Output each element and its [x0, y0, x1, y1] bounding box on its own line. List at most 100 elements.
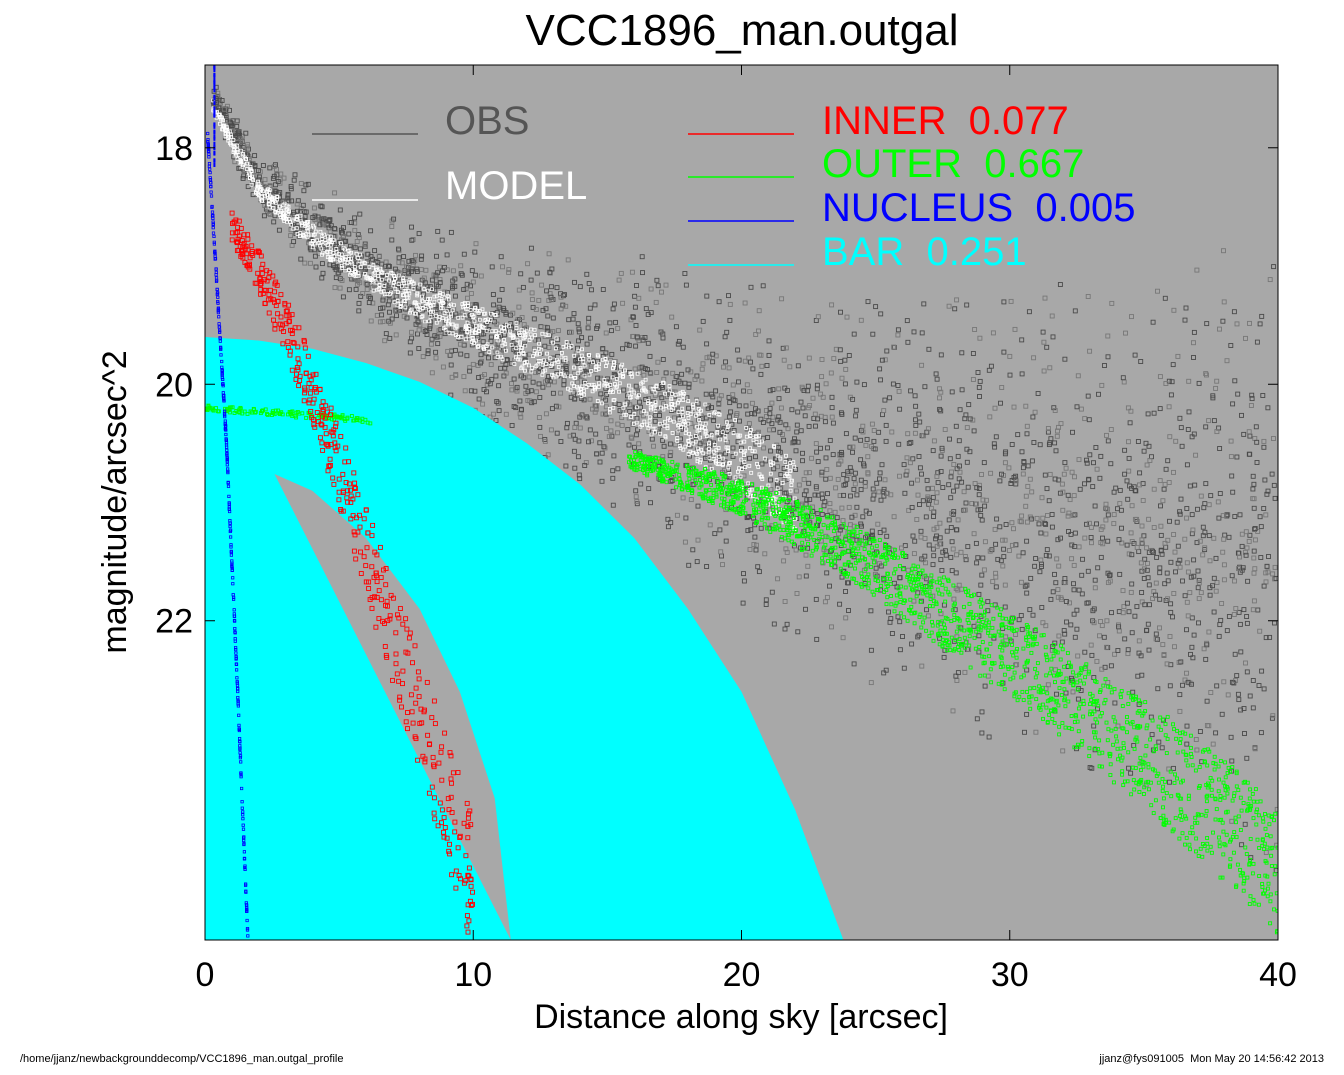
obs-point	[762, 551, 768, 557]
obs-point	[509, 423, 515, 428]
obs-point	[1040, 620, 1046, 626]
obs-point	[847, 465, 853, 471]
obs-point	[767, 411, 773, 417]
obs-point	[728, 409, 734, 415]
obs-point	[751, 515, 757, 521]
obs-point	[673, 324, 679, 330]
obs-point	[529, 290, 535, 296]
obs-point	[861, 461, 866, 467]
obs-point	[1129, 581, 1135, 587]
obs-point	[1082, 649, 1088, 655]
obs-point	[916, 454, 922, 459]
obs-point	[755, 408, 761, 414]
obs-point	[503, 370, 509, 376]
model-point	[559, 369, 564, 374]
obs-point	[987, 548, 993, 554]
obs-point	[1108, 461, 1114, 467]
obs-point	[659, 384, 665, 390]
obs-point	[291, 239, 297, 245]
obs-point	[971, 531, 977, 537]
obs-point	[542, 379, 548, 385]
model-point	[325, 249, 329, 254]
obs-point	[407, 350, 413, 356]
obs-point	[346, 287, 352, 293]
obs-point	[1168, 601, 1174, 607]
obs-point	[1105, 580, 1111, 586]
model-point	[665, 423, 670, 428]
obs-point	[1177, 415, 1183, 421]
obs-point	[232, 159, 238, 165]
obs-point	[676, 338, 682, 344]
obs-point	[1158, 547, 1164, 553]
obs-point	[755, 564, 761, 570]
obs-point	[220, 108, 226, 113]
obs-point	[742, 358, 748, 364]
obs-point	[806, 423, 812, 429]
obs-point	[1171, 469, 1176, 475]
obs-point	[1098, 453, 1104, 459]
obs-point	[858, 487, 864, 493]
obs-point	[368, 318, 374, 324]
obs-point	[419, 253, 425, 259]
obs-point	[520, 284, 526, 290]
obs-point	[812, 411, 818, 417]
obs-point	[1126, 439, 1131, 445]
obs-point	[1009, 542, 1015, 548]
obs-point	[1095, 565, 1101, 571]
obs-point	[579, 396, 585, 401]
obs-point	[1050, 589, 1056, 595]
obs-point	[843, 589, 848, 594]
obs-point	[1049, 313, 1055, 319]
model-point	[234, 153, 239, 158]
obs-point	[763, 458, 769, 464]
obs-point	[1043, 521, 1049, 527]
obs-point	[497, 297, 503, 303]
obs-point	[934, 490, 940, 496]
obs-point	[1246, 538, 1252, 544]
obs-point	[435, 341, 441, 347]
obs-point	[959, 387, 965, 393]
obs-point	[503, 311, 509, 317]
obs-point	[781, 357, 787, 363]
obs-point	[1024, 667, 1030, 673]
obs-point	[829, 414, 835, 420]
obs-point	[1049, 524, 1055, 530]
model-point	[746, 481, 751, 486]
obs-point	[241, 173, 247, 179]
obs-point	[1185, 679, 1191, 685]
obs-point	[459, 272, 465, 278]
obs-point	[1082, 535, 1088, 541]
obs-point	[448, 362, 454, 368]
obs-point	[490, 411, 496, 417]
obs-point	[1028, 575, 1034, 581]
obs-point	[838, 309, 843, 315]
obs-point	[407, 339, 413, 345]
obs-point	[753, 332, 759, 337]
obs-point	[609, 328, 614, 334]
obs-point	[434, 253, 439, 259]
obs-point	[1025, 463, 1031, 469]
obs-point	[920, 557, 926, 563]
model-point	[738, 474, 743, 479]
obs-point	[1037, 569, 1043, 575]
model-point	[530, 365, 535, 370]
obs-point	[1196, 596, 1202, 602]
obs-point	[556, 404, 562, 410]
obs-point	[827, 508, 833, 514]
obs-point	[1260, 393, 1266, 398]
obs-point	[1100, 535, 1105, 541]
obs-point	[1258, 524, 1264, 530]
obs-point	[611, 301, 617, 307]
obs-point	[525, 261, 531, 267]
obs-point	[1089, 652, 1095, 658]
obs-point	[364, 281, 370, 287]
model-point	[572, 353, 577, 358]
obs-point	[835, 476, 841, 482]
obs-point	[851, 486, 857, 492]
obs-point	[1254, 339, 1260, 345]
obs-point	[813, 484, 819, 490]
obs-point	[1044, 344, 1050, 350]
obs-point	[632, 304, 638, 310]
obs-point	[964, 459, 970, 465]
obs-point	[843, 615, 849, 621]
